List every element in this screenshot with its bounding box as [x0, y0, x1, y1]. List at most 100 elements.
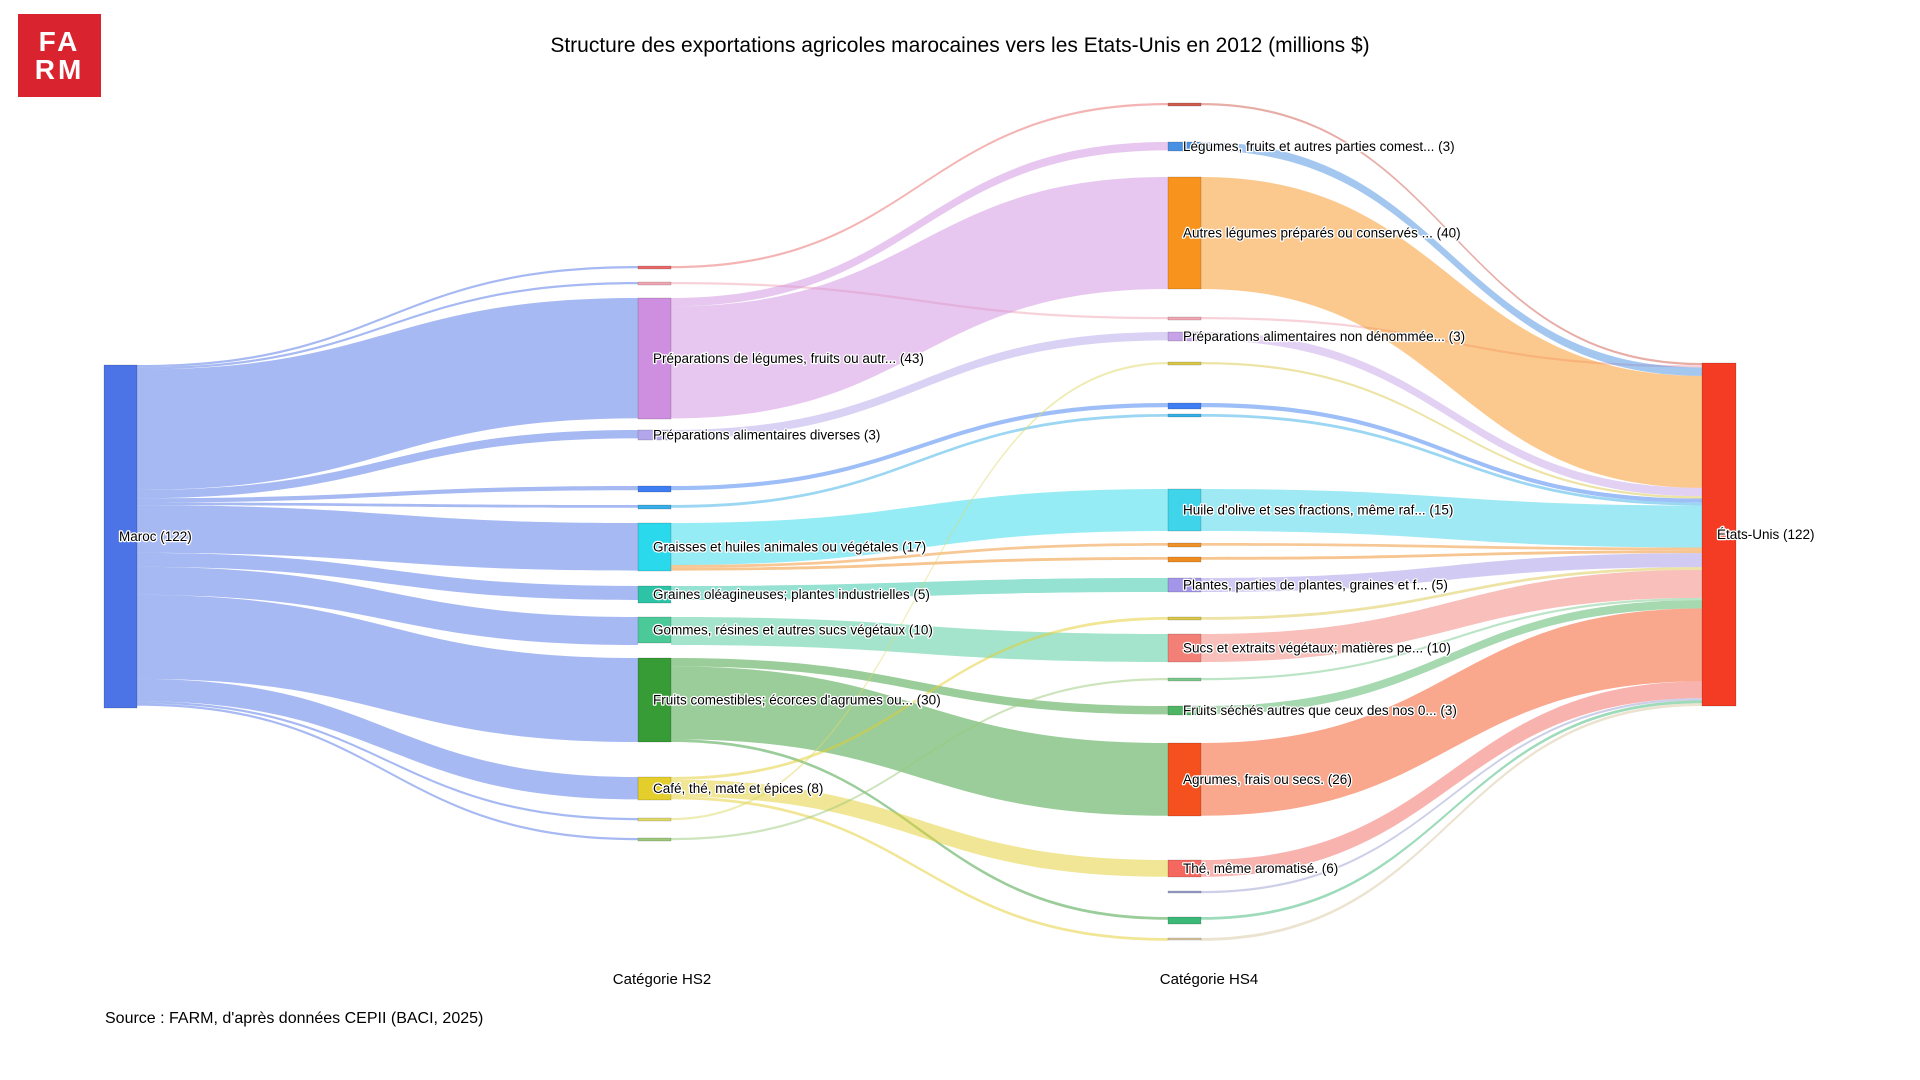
sankey-node-hs4_fruits_seches[interactable]	[1167, 705, 1202, 716]
sankey-node-hs4_small_tan[interactable]	[1167, 937, 1202, 941]
sankey-link-hs4_legumes-to-usa[interactable]	[1201, 142, 1702, 376]
sankey-node-hs4_small_peri[interactable]	[1167, 890, 1202, 894]
sankey-link-hs4_autres_legumes-to-usa[interactable]	[1201, 177, 1702, 488]
sankey-node-usa[interactable]	[1701, 362, 1737, 707]
sankey-node-hs2_prepalim[interactable]	[637, 429, 672, 441]
sankey-node-hs4_small_orange2[interactable]	[1167, 556, 1202, 563]
sankey-link-maroc-to-hs2_fruits[interactable]	[137, 594, 638, 742]
sankey-link-hs4_small_green2-to-usa[interactable]	[1201, 700, 1702, 920]
source-note: Source : FARM, d'après données CEPII (BA…	[105, 1010, 484, 1027]
sankey-link-hs2_small_green-to-hs4_small_green1[interactable]	[671, 678, 1168, 841]
sankey-node-hs4_small_red[interactable]	[1167, 102, 1202, 107]
sankey-link-maroc-to-hs2_small_blue[interactable]	[137, 486, 638, 503]
sankey-link-hs2_small_yellow-to-hs4_small_yellow[interactable]	[671, 362, 1168, 821]
sankey-node-hs4_autres_legumes[interactable]	[1167, 176, 1202, 290]
sankey-node-hs2_small_green[interactable]	[637, 837, 672, 842]
sankey-node-hs4_agrumes[interactable]	[1167, 742, 1202, 817]
sankey-node-hs4_the[interactable]	[1167, 859, 1202, 878]
sankey-node-hs4_small_green1[interactable]	[1167, 677, 1202, 682]
sankey-link-hs4_huile-to-usa[interactable]	[1201, 489, 1702, 548]
sankey-node-hs2_fruits[interactable]	[637, 657, 672, 743]
sankey-link-hs2_graines-to-hs4_plantes[interactable]	[671, 578, 1168, 600]
sankey-link-hs2_cafe-to-hs4_small_yellow2[interactable]	[671, 617, 1168, 780]
sankey-node-label-hs2_fruits: Fruits comestibles; écorces d'agrumes ou…	[653, 693, 941, 708]
sankey-node-hs2_small_yellow[interactable]	[637, 817, 672, 822]
farm-logo: FA RM	[18, 14, 101, 97]
sankey-node-label-hs2_gommes: Gommes, résines et autres sucs végétaux …	[653, 623, 933, 638]
sankey-node-hs2_small_red[interactable]	[637, 265, 672, 270]
sankey-node-maroc[interactable]	[103, 364, 138, 709]
sankey-link-hs2_small_blue-to-hs4_small_blue[interactable]	[671, 403, 1168, 491]
sankey-link-hs4_small_yellow-to-usa[interactable]	[1201, 362, 1702, 499]
sankey-link-hs4_small_tan-to-usa[interactable]	[1201, 703, 1702, 941]
sankey-node-hs4_prep_alim_nd[interactable]	[1167, 331, 1202, 342]
axis-label-hs2: Catégorie HS2	[612, 971, 712, 988]
sankey-node-hs4_legumes[interactable]	[1167, 141, 1202, 152]
sankey-link-hs4_the-to-usa[interactable]	[1201, 681, 1702, 877]
sankey-node-hs2_cafe[interactable]	[637, 776, 672, 801]
sankey-node-hs4_small_orange1[interactable]	[1167, 542, 1202, 548]
sankey-link-maroc-to-hs2_gommes[interactable]	[137, 566, 638, 645]
sankey-link-hs2_graisses-to-hs4_small_orange1[interactable]	[671, 543, 1168, 568]
sankey-link-hs4_small_lightblue-to-usa[interactable]	[1201, 414, 1702, 506]
sankey-link-maroc-to-hs2_cafe[interactable]	[137, 678, 638, 800]
sankey-node-hs4_small_blue[interactable]	[1167, 402, 1202, 410]
sankey-link-hs4_small_peri-to-usa[interactable]	[1201, 698, 1702, 894]
sankey-link-maroc-to-hs2_graisses[interactable]	[137, 505, 638, 571]
sankey-link-hs2_graisses-to-hs4_small_orange2[interactable]	[671, 557, 1168, 571]
sankey-link-hs4_small_green1-to-usa[interactable]	[1201, 597, 1702, 681]
sankey-node-hs2_small_lightblue[interactable]	[637, 504, 672, 510]
sankey-link-hs4_prep_alim_nd-to-usa[interactable]	[1201, 332, 1702, 497]
sankey-link-hs4_small_orange2-to-usa[interactable]	[1201, 550, 1702, 560]
sankey-node-hs4_small_yellow[interactable]	[1167, 361, 1202, 366]
sankey-link-hs4_small_blue-to-usa[interactable]	[1201, 403, 1702, 503]
sankey-link-maroc-to-hs2_small_pink[interactable]	[137, 282, 638, 370]
sankey-node-hs4_small_green2[interactable]	[1167, 916, 1202, 925]
sankey-node-hs2_small_blue[interactable]	[637, 485, 672, 493]
sankey-node-hs2_gommes[interactable]	[637, 616, 672, 644]
sankey-link-maroc-to-hs2_small_yellow[interactable]	[137, 701, 638, 821]
sankey-link-maroc-to-hs2_graines[interactable]	[137, 552, 638, 600]
sankey-link-hs2_gommes-to-hs4_sucs[interactable]	[671, 617, 1168, 662]
sankey-link-maroc-to-hs2_small_lightblue[interactable]	[137, 502, 638, 508]
sankey-node-label-hs4_plantes: Plantes, parties de plantes, graines et …	[1183, 578, 1448, 593]
sankey-link-hs4_fruits_seches-to-usa[interactable]	[1201, 600, 1702, 715]
sankey-node-hs4_small_pink[interactable]	[1167, 316, 1202, 321]
sankey-link-hs4_small_yellow2-to-usa[interactable]	[1201, 567, 1702, 620]
sankey-node-label-hs4_prep_alim_nd: Préparations alimentaires non dénommée..…	[1183, 329, 1465, 344]
sankey-link-hs4_agrumes-to-usa[interactable]	[1201, 608, 1702, 816]
sankey-node-label-maroc: Maroc (122)	[119, 529, 192, 544]
sankey-node-label-hs4_the: Thé, même aromatisé. (6)	[1183, 861, 1338, 876]
sankey-link-hs4_small_red-to-usa[interactable]	[1201, 103, 1702, 366]
sankey-link-hs2_preplegumes-to-hs4_autres_legumes[interactable]	[671, 177, 1168, 419]
sankey-link-hs2_graisses-to-hs4_huile[interactable]	[671, 489, 1168, 565]
sankey-node-hs2_graisses[interactable]	[637, 522, 672, 572]
sankey-link-hs4_small_orange1-to-usa[interactable]	[1201, 543, 1702, 551]
sankey-node-hs2_graines[interactable]	[637, 585, 672, 604]
sankey-node-hs4_small_yellow2[interactable]	[1167, 616, 1202, 621]
sankey-node-hs4_small_lightblue[interactable]	[1167, 413, 1202, 418]
sankey-link-hs2_small_red-to-hs4_small_red[interactable]	[671, 103, 1168, 269]
sankey-link-hs2_cafe-to-hs4_the[interactable]	[671, 779, 1168, 877]
sankey-nodes-layer	[103, 102, 1737, 941]
sankey-node-hs2_small_pink[interactable]	[637, 281, 672, 286]
sankey-link-hs2_cafe-to-hs4_small_tan[interactable]	[671, 796, 1168, 941]
sankey-link-maroc-to-hs2_small_red[interactable]	[137, 266, 638, 368]
sankey-node-hs4_huile[interactable]	[1167, 488, 1202, 532]
sankey-link-hs4_plantes-to-usa[interactable]	[1201, 553, 1702, 592]
sankey-link-hs2_fruits-to-hs4_fruits_seches[interactable]	[671, 658, 1168, 715]
sankey-link-hs4_sucs-to-usa[interactable]	[1201, 569, 1702, 662]
sankey-link-hs2_fruits-to-hs4_agrumes[interactable]	[671, 666, 1168, 816]
sankey-link-hs2_small_lightblue-to-hs4_small_lightblue[interactable]	[671, 414, 1168, 508]
sankey-node-hs4_sucs[interactable]	[1167, 633, 1202, 663]
sankey-link-maroc-to-hs2_preplegumes[interactable]	[137, 298, 638, 490]
sankey-link-hs2_prepalim-to-hs4_prep_alim_nd[interactable]	[671, 332, 1168, 439]
sankey-node-hs4_plantes[interactable]	[1167, 577, 1202, 593]
sankey-node-hs2_preplegumes[interactable]	[637, 297, 672, 420]
sankey-link-hs2_preplegumes-to-hs4_legumes[interactable]	[671, 142, 1168, 307]
sankey-link-maroc-to-hs2_prepalim[interactable]	[137, 430, 638, 499]
axis-label-hs4: Catégorie HS4	[1159, 971, 1259, 988]
chart-title: Structure des exportations agricoles mar…	[550, 34, 1370, 57]
sankey-link-maroc-to-hs2_small_green[interactable]	[137, 703, 638, 841]
